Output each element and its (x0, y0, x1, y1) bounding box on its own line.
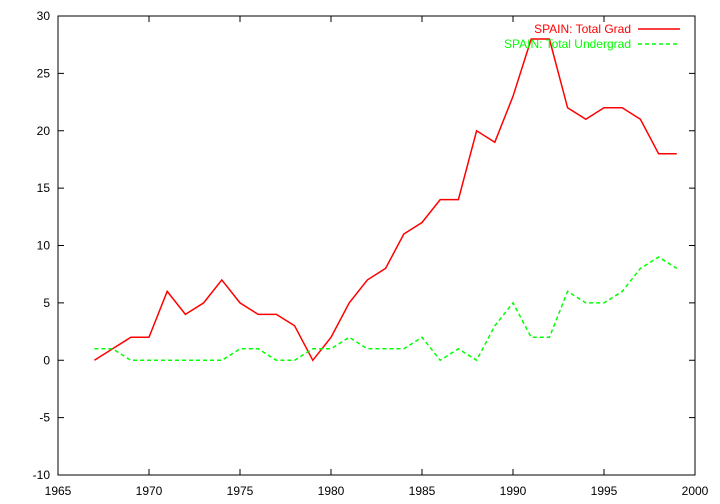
y-tick-label: -10 (33, 468, 51, 482)
y-tick-label: 0 (43, 353, 50, 367)
legend-label-1: SPAIN: Total Undergrad (504, 37, 631, 51)
x-tick-label: 1985 (409, 484, 436, 498)
y-tick-label: 20 (37, 124, 51, 138)
y-tick-label: 25 (37, 66, 51, 80)
series-line-0 (93, 38, 677, 362)
x-tick-label: 1965 (45, 484, 72, 498)
y-tick-label: 15 (37, 181, 51, 195)
y-tick-label: -5 (39, 411, 50, 425)
y-tick-label: 5 (43, 296, 50, 310)
x-tick-label: 1975 (227, 484, 254, 498)
x-tick-label: 1990 (500, 484, 527, 498)
y-axis: -10 -5 0 5 10 15 20 25 30 (33, 9, 695, 482)
plot-frame (57, 15, 696, 476)
x-tick-label: 1980 (318, 484, 345, 498)
x-tick-label: 1995 (591, 484, 618, 498)
series-line-1 (94, 256, 678, 362)
x-tick-label: 1970 (136, 484, 163, 498)
x-axis: 1965 1970 1975 1980 1985 1990 1995 2000 (45, 16, 709, 498)
y-tick-label: 30 (37, 9, 51, 23)
series-lines (93, 38, 678, 362)
x-tick-label: 2000 (682, 484, 709, 498)
y-tick-label: 10 (37, 239, 51, 253)
legend-label-0: SPAIN: Total Grad (534, 22, 631, 36)
